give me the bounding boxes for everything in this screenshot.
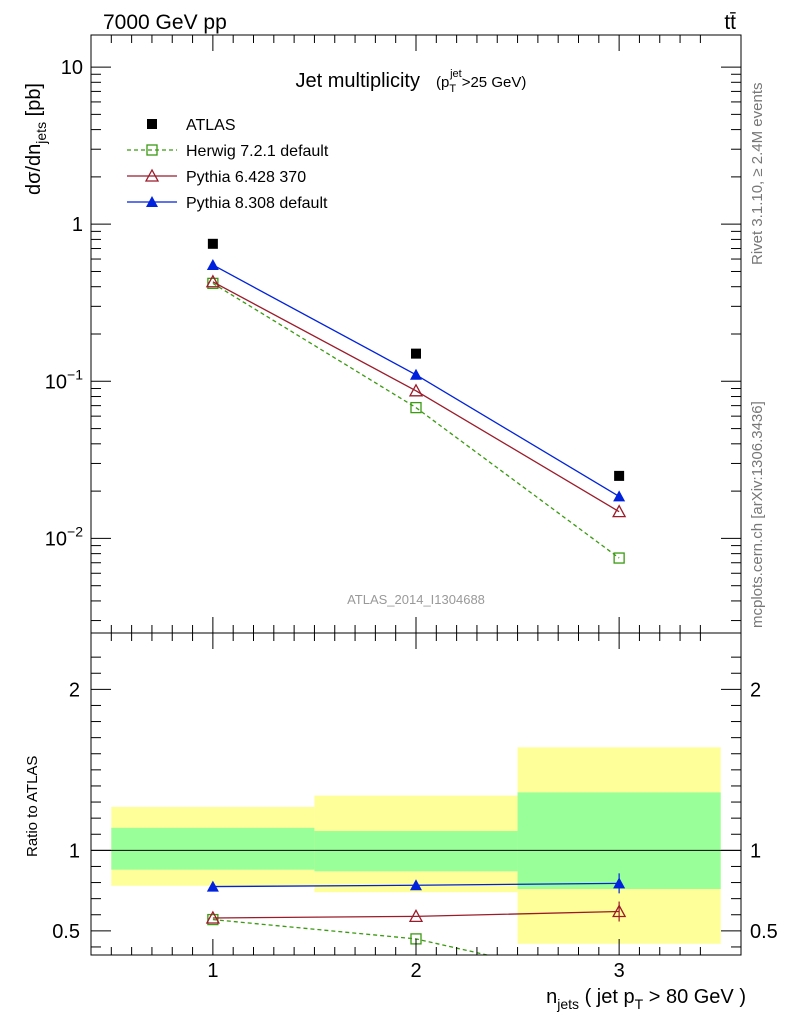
legend-label-2: Pythia 6.428 370	[186, 169, 306, 186]
ratio-x-tick-label: 2	[410, 960, 421, 982]
rivet-version-label: Rivet 3.1.10, ≥ 2.4M events	[749, 83, 766, 266]
series-1-point	[410, 401, 422, 414]
plot-title-cut: (pTjet>25 GeV)	[436, 68, 526, 95]
main-plot-panel: 10 1 10−1 10−2 Jet multiplicity (pTjet>25 G…	[23, 34, 742, 634]
ratio-series-2-point	[206, 880, 219, 892]
ratio-y-tick-label-right: 2	[750, 679, 761, 701]
analysis-id-label: ATLAS_2014_I1304688	[347, 592, 485, 607]
series-line-1	[212, 282, 620, 559]
ratio-y-tick-label-left: 1	[69, 840, 80, 862]
legend-label-1: Herwig 7.2.1 default	[186, 143, 329, 160]
legend-label-0: ATLAS	[186, 117, 236, 134]
ratio-y-tick-label-left: 2	[69, 679, 80, 701]
process-label: tt̄	[724, 11, 736, 34]
ratio-y-tick-label-right: 0.5	[750, 921, 778, 943]
series-1-point	[207, 277, 219, 290]
legend-marker-3	[146, 196, 158, 207]
ratio-series-1-point	[408, 909, 424, 923]
legend-marker-1	[146, 144, 158, 156]
series-3-point	[410, 368, 422, 380]
main-y-tick-label: 1	[72, 214, 83, 236]
legend-label-3: Pythia 8.308 default	[186, 195, 328, 212]
series-2-point	[205, 274, 220, 288]
band-stat-0	[111, 827, 315, 870]
legend: ATLAS Herwig 7.2.1 default Pythia 6.428 37…	[127, 117, 329, 212]
ratio-y-tick-label-left: 0.5	[52, 921, 80, 943]
series-0-point	[614, 470, 625, 481]
ratio-series-line-1	[212, 910, 620, 919]
ratio-series-1-point	[205, 910, 220, 924]
legend-marker-0	[147, 119, 157, 129]
series-line-2	[212, 281, 620, 513]
energy-label: 7000 GeV pp	[103, 11, 227, 34]
band-stat-2	[517, 792, 721, 889]
ratio-y-tick-label-right: 1	[750, 840, 761, 862]
series-3-point	[613, 490, 626, 502]
band-stat-1	[314, 831, 518, 872]
series-2-point	[408, 383, 424, 397]
series-line-3	[212, 264, 620, 497]
series-0-point	[411, 348, 421, 359]
main-y-tick-label: 10	[61, 57, 83, 79]
mcplots-source-label: mcplots.cern.ch [arXiv:1306.3436]	[749, 401, 766, 628]
plot-title: Jet multiplicity	[296, 70, 420, 92]
main-y-tick-label: 10−2	[45, 523, 83, 550]
main-y-axis-label: dσ/dnjets [pb]	[23, 83, 49, 195]
ratio-plot-panel: 2 2 1 1 0.5 0.5 1 2 3 Ratio to ATLAS njets ( jet…	[24, 632, 778, 1012]
ratio-y-axis-label: Ratio to ATLAS	[24, 756, 41, 857]
ratio-series-0-point	[207, 913, 219, 926]
ratio-series-2-point	[410, 879, 422, 891]
series-2-point	[612, 504, 627, 518]
series-0-point	[207, 238, 218, 249]
main-y-tick-label: 10−1	[45, 366, 83, 393]
ratio-series-2-point	[613, 877, 626, 889]
series-3-point	[206, 258, 219, 270]
ratio-x-axis-label: njets ( jet pT > 80 GeV )	[546, 986, 746, 1012]
ratio-series-line-0	[212, 918, 488, 956]
series-1-point	[613, 552, 625, 564]
ratio-series-1-point	[612, 904, 627, 918]
legend-marker-2	[144, 168, 160, 182]
ratio-x-tick-label: 1	[207, 960, 218, 982]
ratio-x-tick-label: 3	[614, 960, 625, 982]
